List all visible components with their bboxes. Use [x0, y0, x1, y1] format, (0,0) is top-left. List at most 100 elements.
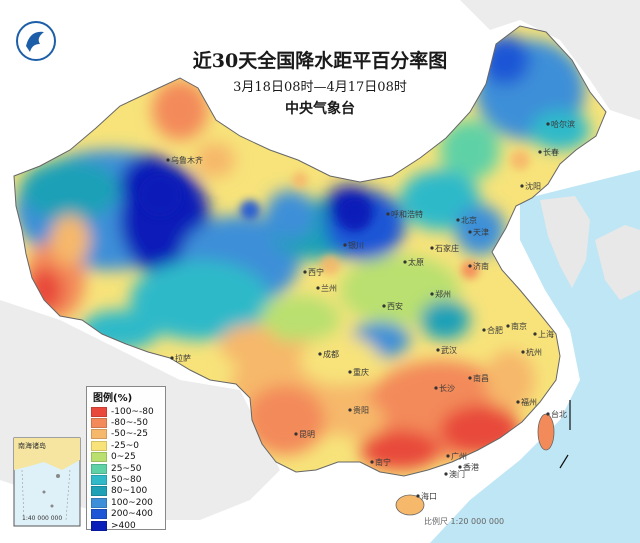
legend-swatch: [91, 452, 107, 463]
city-label-guangzhou: 广州: [451, 451, 467, 461]
legend-swatch: [91, 463, 107, 474]
legend-label: 0~25: [111, 452, 136, 463]
city-label-lhasa: 拉萨: [175, 353, 191, 363]
legend-swatch: [91, 418, 107, 429]
city-label-hongkong: 香港: [463, 462, 479, 472]
legend-label: -50~-25: [111, 429, 148, 440]
inset-sea-label: 南海诸岛: [18, 442, 46, 450]
city-dot-nanjing: [506, 324, 510, 328]
city-dot-urumqi: [166, 158, 170, 162]
city-label-tianjin: 天津: [473, 227, 489, 237]
neighbor-land-north: [460, 0, 640, 120]
legend-swatch: [91, 406, 107, 417]
city-label-jinan: 济南: [473, 261, 489, 271]
legend-swatch: [91, 497, 107, 508]
legend-label: >400: [111, 520, 136, 531]
city-label-hohhot: 呼和浩特: [391, 209, 423, 219]
city-label-xining: 西宁: [308, 267, 324, 277]
city-dot-nanning: [370, 460, 374, 464]
legend: 图例(%) -100~-80 -80~-50 -50~-25 -25~0 0~25 25~…: [86, 386, 166, 531]
city-dot-shanghai: [533, 332, 537, 336]
city-dot-changsha: [434, 386, 438, 390]
city-label-shijiazhuang: 石家庄: [435, 243, 459, 253]
legend-item: 100~200: [91, 497, 165, 508]
japan-landmass: [595, 225, 640, 300]
city-label-hefei: 合肥: [487, 325, 503, 335]
taiwan-island: [537, 413, 555, 451]
legend-item: 25~50: [91, 463, 165, 474]
city-label-changchun: 长春: [543, 147, 559, 157]
city-label-nanning: 南宁: [375, 457, 391, 467]
city-dot-taiyuan: [403, 260, 407, 264]
city-label-macau: 澳门: [449, 469, 465, 479]
city-label-nanjing: 南京: [511, 321, 527, 331]
legend-item: -50~-25: [91, 429, 165, 440]
legend-item: >400: [91, 520, 165, 531]
city-label-lanzhou: 兰州: [321, 283, 337, 293]
city-dot-xian: [382, 304, 386, 308]
legend-item: 0~25: [91, 452, 165, 463]
city-label-fuzhou: 福州: [521, 398, 537, 407]
city-dot-changchun: [538, 150, 542, 154]
legend-label: 200~400: [111, 509, 153, 520]
sea-area: [430, 170, 640, 543]
city-dot-taipei: [546, 412, 550, 416]
city-label-chengdu: 成都: [323, 349, 339, 359]
city-dot-wuhan: [436, 348, 440, 352]
city-dot-lhasa: [170, 356, 174, 360]
legend-item: 80~100: [91, 486, 165, 497]
city-label-chongqing: 重庆: [353, 367, 369, 377]
scale-bar-label: 比例尺 1:20 000 000: [424, 517, 505, 526]
legend-item: -25~0: [91, 440, 165, 451]
date-range: 3月18日08时—4月17日08时: [233, 80, 407, 95]
city-dot-guangzhou: [446, 454, 450, 458]
city-dot-harbin: [546, 122, 550, 126]
city-dot-yinchuan: [343, 243, 347, 247]
legend-swatch: [91, 475, 107, 486]
city-label-hangzhou: 杭州: [526, 347, 542, 357]
south-china-sea-inset: [13, 437, 81, 527]
city-dot-hangzhou: [521, 350, 525, 354]
map-title: 近30天全国降水距平百分率图: [192, 50, 448, 72]
city-label-zhengzhou: 郑州: [435, 289, 451, 299]
city-dot-chongqing: [348, 370, 352, 374]
city-dot-tianjin: [468, 230, 472, 234]
legend-swatch: [91, 520, 107, 531]
city-dot-hohhot: [386, 212, 390, 216]
city-dot-xining: [303, 270, 307, 274]
city-dot-shenyang: [520, 184, 524, 188]
city-dot-chengdu: [318, 352, 322, 356]
legend-label: 25~50: [111, 463, 142, 474]
city-dot-lanzhou: [316, 286, 320, 290]
legend-label: -25~0: [111, 440, 139, 451]
legend-item: 50~80: [91, 474, 165, 486]
legend-label: 50~80: [111, 475, 142, 486]
city-dot-hongkong: [458, 465, 462, 469]
city-dot-hefei: [482, 328, 486, 332]
boundary-dash-2: [559, 454, 569, 469]
city-label-nanchang: 南昌: [473, 373, 489, 383]
city-dot-nanchang: [468, 376, 472, 380]
legend-item: -100~-80: [91, 406, 165, 417]
city-dot-guiyang: [348, 408, 352, 412]
city-label-beijing: 北京: [461, 215, 477, 225]
city-label-changsha: 长沙: [439, 383, 455, 393]
legend-swatch: [91, 486, 107, 497]
city-label-taipei: 台北: [551, 409, 567, 419]
city-label-taiyuan: 太原: [408, 257, 424, 267]
city-dot-kunming: [294, 432, 298, 436]
hainan-island: [395, 494, 425, 516]
city-label-xian: 西安: [387, 301, 403, 311]
legend-label: -100~-80: [111, 406, 154, 417]
city-label-wuhan: 武汉: [441, 345, 457, 355]
city-label-haikou: 海口: [421, 491, 437, 501]
city-dot-fuzhou: [516, 400, 520, 404]
city-dot-macau: [444, 472, 448, 476]
city-label-shanghai: 上海: [538, 329, 554, 339]
city-label-harbin: 哈尔滨: [551, 119, 575, 129]
country-boundary: [13, 25, 607, 477]
city-dot-jinan: [468, 264, 472, 268]
